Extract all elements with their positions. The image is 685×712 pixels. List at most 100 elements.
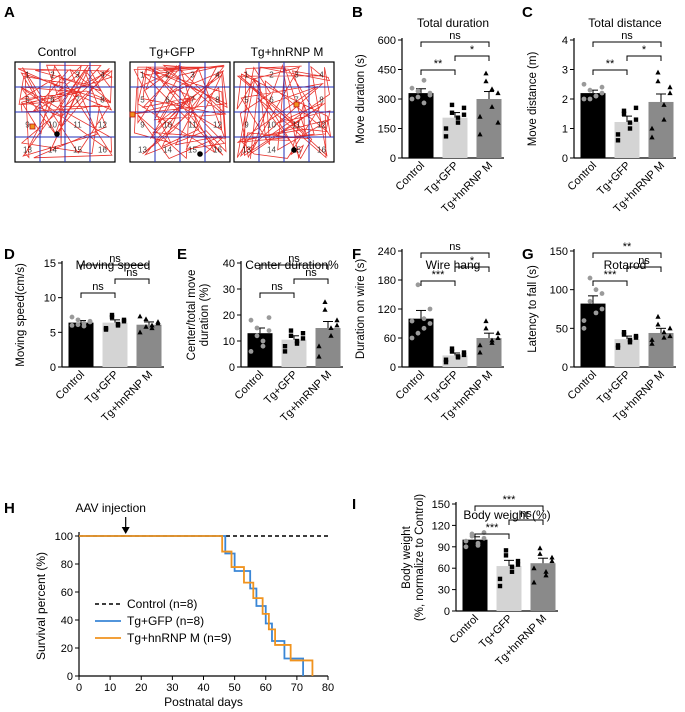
- data-point: [615, 343, 621, 348]
- data-point: [543, 568, 549, 574]
- data-point: [593, 287, 599, 293]
- data-point: [449, 110, 455, 115]
- arena-zone-number: 3: [190, 71, 195, 80]
- significance-bracket: [454, 266, 490, 272]
- data-point: [599, 90, 605, 96]
- data-point: [503, 548, 509, 553]
- arena-zone-number: 13: [242, 146, 251, 155]
- chart-title: Wire hang: [426, 258, 481, 272]
- data-point: [334, 322, 340, 328]
- data-point: [587, 275, 593, 281]
- data-point: [599, 291, 605, 296]
- y-axis-label: Move duration (s): [355, 54, 367, 144]
- data-point: [421, 316, 427, 322]
- data-point: [549, 558, 555, 564]
- data-point: [322, 307, 328, 312]
- end-marker: [54, 131, 60, 137]
- data-point: [615, 132, 621, 137]
- arena-zone-number: 14: [163, 146, 172, 155]
- arena-zone-number: 5: [25, 96, 30, 105]
- panel-letter: F: [352, 246, 361, 263]
- panel-h-survival-curve: H 0 20 40 60 80 100 0 10 20 30 40 50 60 70 80 Postnatal …: [4, 500, 334, 709]
- arena-zone-number: 11: [188, 121, 197, 130]
- data-point: [254, 333, 260, 339]
- y-axis-label: Duration on wire (s): [355, 259, 367, 360]
- data-point: [463, 544, 469, 550]
- data-point: [455, 120, 461, 125]
- significance-label: *: [642, 44, 647, 56]
- data-point: [328, 325, 334, 330]
- data-point: [461, 112, 467, 117]
- significance-bracket: [592, 41, 662, 47]
- data-point: [415, 88, 421, 94]
- data-point: [489, 104, 495, 109]
- bar-2: [476, 99, 502, 158]
- data-point: [655, 78, 661, 84]
- end-marker: [197, 151, 203, 157]
- significance-bracket: [508, 519, 544, 525]
- y-tick-label: 60: [384, 333, 396, 345]
- data-point: [661, 116, 667, 122]
- data-point: [581, 81, 587, 87]
- data-point: [69, 323, 75, 328]
- data-point: [615, 138, 621, 143]
- data-point: [627, 126, 633, 131]
- data-point: [649, 134, 655, 140]
- data-point: [155, 319, 161, 324]
- data-point: [288, 328, 294, 333]
- y-tick-label: 120: [378, 304, 396, 316]
- data-point: [421, 100, 427, 106]
- data-point: [282, 349, 288, 354]
- data-point: [633, 105, 639, 111]
- panel-letter: C: [522, 4, 533, 21]
- significance-bracket: [626, 55, 662, 61]
- data-point: [477, 342, 483, 348]
- data-point: [75, 317, 81, 323]
- y-tick-label: 150: [550, 246, 568, 258]
- arena-zone-number: 2: [269, 71, 274, 80]
- arena-zone-number: 15: [73, 146, 82, 155]
- data-point: [294, 338, 300, 344]
- significance-bracket: [259, 292, 295, 298]
- data-point: [627, 340, 633, 345]
- y-tick-label: 0: [229, 362, 235, 374]
- data-point: [322, 299, 328, 304]
- data-point: [497, 583, 503, 589]
- data-point: [149, 325, 155, 331]
- y-tick-label: 60: [438, 563, 450, 575]
- data-point: [497, 576, 503, 582]
- arena-zone-number: 13: [23, 146, 32, 155]
- significance-label: ***: [432, 269, 446, 281]
- x-tick-label: 30: [166, 682, 178, 694]
- y-axis-label-line: Body weight: [401, 525, 413, 588]
- category-label: Control: [448, 613, 482, 647]
- arena-zone-number: 9: [25, 121, 30, 130]
- data-point: [455, 354, 461, 359]
- arena-zone-number: 8: [100, 96, 105, 105]
- arena-zone-number: 4: [319, 71, 324, 80]
- panel-i-bar-chart: I Body weight (%) 0 30 60 90 120 150 Body weight…: [352, 494, 558, 668]
- data-point: [531, 579, 537, 585]
- significance-label: ns: [126, 267, 138, 279]
- significance-label: **: [606, 58, 615, 70]
- data-point: [621, 108, 627, 113]
- y-tick-label: 180: [378, 275, 396, 287]
- category-label: Control: [394, 369, 428, 403]
- significance-bracket: [293, 278, 329, 284]
- significance-bracket: [259, 264, 329, 270]
- data-point: [627, 337, 633, 343]
- y-tick-label: 0: [50, 362, 56, 374]
- y-axis-label: Move distance (m): [527, 52, 539, 147]
- arena-zone-number: 8: [319, 96, 324, 105]
- x-tick-label: 50: [229, 682, 241, 694]
- arena-zone-number: 12: [213, 121, 222, 130]
- data-point: [248, 317, 254, 323]
- chart-title: Total distance: [588, 16, 662, 30]
- data-point: [489, 86, 495, 92]
- y-tick-label: 10: [223, 336, 235, 348]
- x-tick-label: 60: [260, 682, 272, 694]
- y-tick-label: 30: [438, 585, 450, 597]
- locomotion-track: [133, 64, 228, 160]
- data-point: [503, 553, 509, 558]
